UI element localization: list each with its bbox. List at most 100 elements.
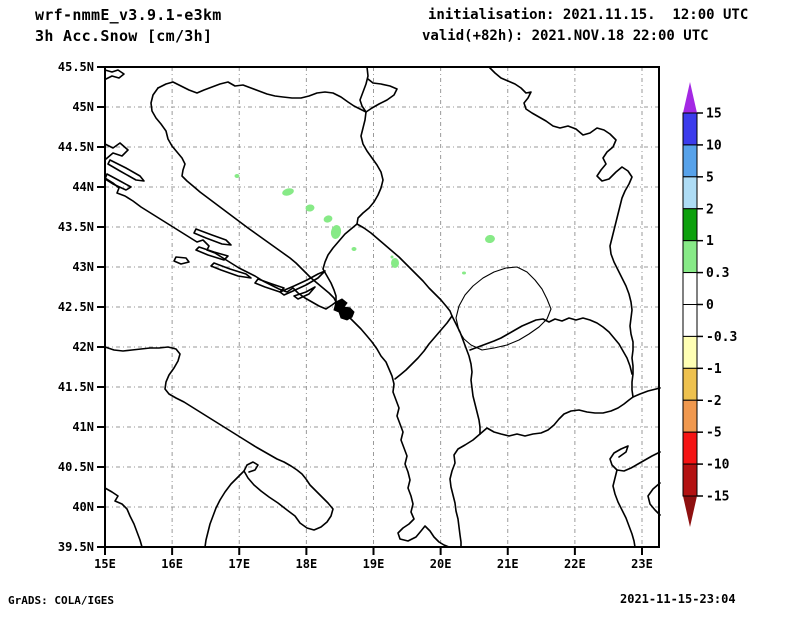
island-korcula: [293, 286, 316, 300]
colorbar-tick-label: -2: [706, 394, 722, 409]
snow-patch: [282, 188, 294, 196]
colorbar-tick-label: -10: [706, 458, 730, 473]
map-borders: [104, 66, 661, 548]
snow-patch: [485, 234, 495, 244]
border-kosovo: [455, 266, 552, 351]
border-bosnia-west: [150, 87, 337, 303]
island-dalmatia-c: [210, 262, 252, 279]
border-sava-hook: [365, 78, 398, 113]
lon-tick-label: 19E: [363, 557, 385, 571]
snow-patch: [234, 174, 240, 178]
coastline-greece-south: [612, 469, 636, 548]
coastline-trieste-corner: [104, 69, 125, 80]
colorbar-segment: [682, 208, 698, 242]
colorbar-segment: [682, 240, 698, 274]
variable-title: 3h Acc.Snow [cm/3h]: [35, 27, 213, 45]
grads-credit: GrADS: COLA/IGES: [8, 594, 114, 607]
colorbar-tick-label: -5: [706, 426, 722, 441]
island-dalmatia-b: [195, 246, 229, 261]
lat-tick-label: 44.5N: [58, 140, 94, 154]
init-time-label: initialisation: 2021.11.15. 12:00 UTC: [428, 7, 749, 23]
coastline-istria: [104, 142, 129, 160]
lat-tick-label: 44N: [72, 180, 94, 194]
lat-tick-label: 43.5N: [58, 220, 94, 234]
lat-tick-label: 42.5N: [58, 300, 94, 314]
coastline-montenegro-albania: [348, 316, 450, 548]
island-vis: [173, 256, 190, 265]
lon-tick-label: 21E: [497, 557, 519, 571]
valid-time-label: valid(+82h): 2021.NOV.18 22:00 UTC: [422, 28, 709, 44]
creation-timestamp: 2021-11-15-23:04: [620, 592, 736, 606]
colorbar: 15 10 5 2 1 0.3 0 -0.3 -1 -2 -5 -10 -15: [682, 82, 737, 527]
colorbar-segment: [682, 112, 698, 146]
grid-lines: [105, 67, 659, 547]
island-kvarner-a: [107, 159, 145, 182]
lat-tick-label: 41.5N: [58, 380, 94, 394]
colorbar-segment: [682, 272, 698, 306]
snow-patch: [462, 271, 466, 275]
border-macedonia-greece: [479, 396, 634, 437]
lon-tick-label: 17E: [228, 557, 250, 571]
lat-tick-label: 42N: [72, 340, 94, 354]
colorbar-segment: [682, 176, 698, 210]
colorbar-tick-label: 0: [706, 298, 714, 313]
border-montenegro-ne: [356, 223, 453, 317]
colorbar-tick-label: -1: [706, 362, 722, 377]
coastline-greece-right-edge: [647, 482, 661, 516]
colorbar-tick-label: 10: [706, 138, 722, 153]
colorbar-segment: [682, 399, 698, 433]
colorbar-segment: [682, 144, 698, 178]
lon-tick-label: 22E: [564, 557, 586, 571]
lat-tick-label: 45N: [72, 100, 94, 114]
bay-of-kotor: [333, 298, 355, 321]
island-dalmatia-a: [193, 228, 232, 246]
lat-tick-label: 43N: [72, 260, 94, 274]
colorbar-segment: [682, 304, 698, 337]
border-macedonia-north: [469, 317, 633, 375]
coastline-greece-hook: [609, 445, 661, 472]
snow-patch: [390, 255, 394, 259]
snow-patch: [351, 247, 357, 251]
colorbar-segment: [682, 463, 698, 497]
border-croatia-top-branch: [359, 66, 369, 113]
lon-tick-label: 23E: [631, 557, 653, 571]
colorbar-tick-label: 1: [706, 234, 714, 249]
coastline-gulf-taranto: [204, 470, 245, 548]
colorbar-tick-label: -15: [706, 490, 729, 505]
border-serbia-east: [488, 66, 661, 398]
lat-tick-label: 39.5N: [58, 540, 94, 554]
lon-tick-label: 18E: [296, 557, 318, 571]
lat-tick-label: 40N: [72, 500, 94, 514]
colorbar-tick-label: 0.3: [706, 266, 729, 281]
snow-shading: [234, 174, 495, 275]
lon-tick-label: 20E: [430, 557, 452, 571]
colorbar-segment: [682, 431, 698, 465]
colorbar-segment: [682, 367, 698, 401]
snow-patch: [330, 225, 342, 239]
snow-patch: [391, 258, 399, 268]
colorbar-segment: [682, 335, 698, 369]
colorbar-tick-label: -0.3: [706, 330, 737, 345]
model-title: wrf-nmmE_v3.9.1-e3km: [35, 6, 222, 24]
colorbar-arrow-top: [683, 82, 697, 113]
peninsula-peljesac: [279, 270, 326, 296]
colorbar-tick-label: 15: [706, 107, 722, 122]
lon-tick-label: 16E: [161, 557, 183, 571]
snow-patch: [323, 215, 333, 223]
border-albania-east: [451, 315, 481, 435]
coastline-italy-southwest: [104, 487, 143, 548]
snow-patch: [305, 204, 315, 212]
colorbar-arrow-bottom: [683, 496, 697, 527]
border-montenegro-se: [394, 315, 453, 380]
coastline-italy: [104, 346, 334, 531]
border-montenegro-nw: [322, 223, 358, 303]
axis-labels: 45.5N 45N 44.5N 44N 43.5N 43N 42.5N 42N 41.5N 41N…: [58, 60, 653, 571]
border-bosnia-north: [157, 81, 367, 113]
border-albania-greece: [449, 433, 481, 548]
lat-tick-label: 41N: [72, 420, 94, 434]
colorbar-tick-label: 2: [706, 202, 714, 217]
lon-tick-label: 15E: [94, 557, 116, 571]
border-drina: [356, 111, 384, 225]
lat-tick-label: 40.5N: [58, 460, 94, 474]
